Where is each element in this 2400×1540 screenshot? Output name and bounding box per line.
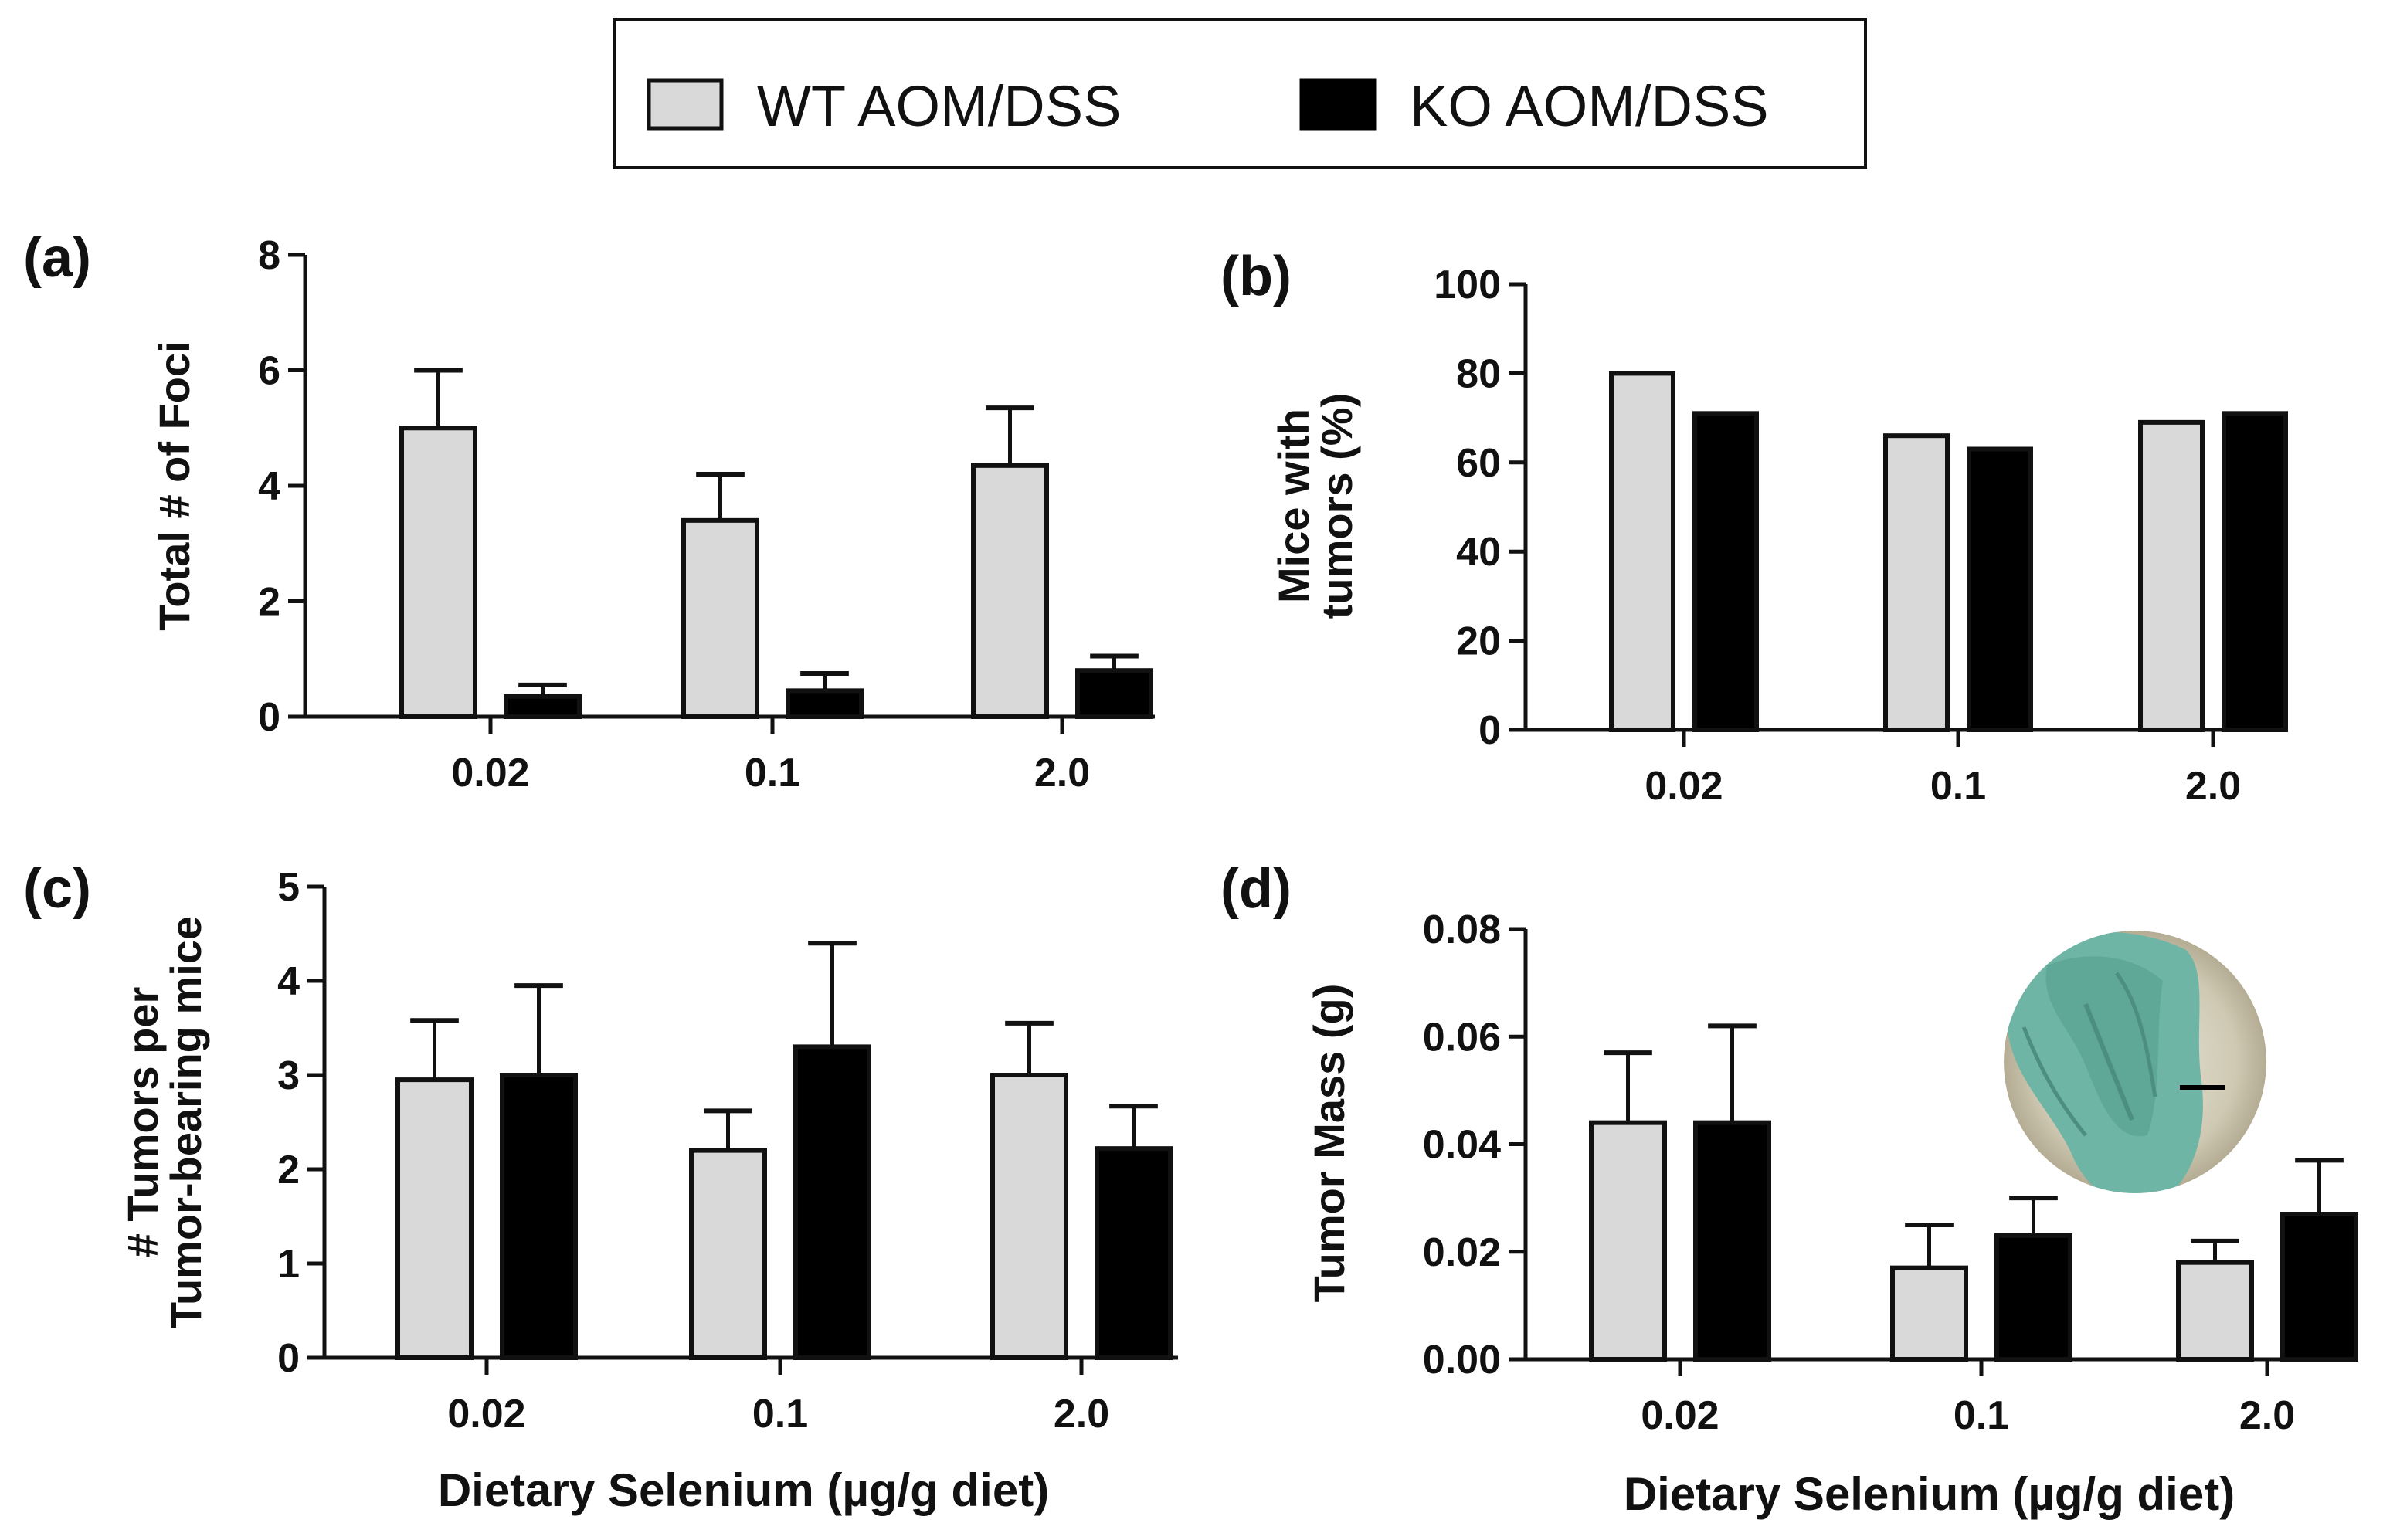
panel-b: (b) 0 20 40 60 80 100 0.02 0.1 2.0 Mice withtumors… — [1220, 246, 2288, 809]
panel-c: (c) 0 1 2 3 4 5 0.02 0.1 2.0 # Tumors perTumor-bea… — [23, 858, 1178, 1516]
bar-wt — [681, 517, 759, 719]
bar-ko — [500, 1073, 578, 1360]
legend-label-wt: WT AOM/DSS — [757, 74, 1121, 138]
y-tick-label: 4 — [258, 464, 280, 509]
y-tick-label: 0.06 — [1423, 1015, 1501, 1060]
legend-frame — [613, 18, 1867, 169]
x-tick-label: 0.1 — [745, 751, 800, 795]
legend-swatch-ko — [1299, 78, 1377, 131]
bar-wt — [1589, 1120, 1667, 1362]
y-tick-label: 0 — [1478, 708, 1501, 753]
x-tick-label: 0.02 — [451, 751, 529, 795]
y-axis-label: Mice withtumors (%) — [1269, 393, 1361, 619]
y-tick-label: 80 — [1456, 351, 1501, 396]
y-tick-label: 0.04 — [1423, 1123, 1501, 1168]
x-tick-label: 0.1 — [1930, 764, 1986, 809]
x-axis-label: Dietary Selenium (µg/g diet) — [1624, 1468, 2235, 1520]
bar-wt — [990, 1073, 1068, 1360]
x-tick-label: 0.1 — [752, 1392, 808, 1437]
x-tick-label: 2.0 — [1034, 751, 1090, 795]
bar-ko — [2222, 411, 2288, 733]
bar-wt — [971, 463, 1049, 720]
bar-wt — [1609, 371, 1675, 732]
bar-ko — [786, 688, 864, 719]
bar-wt — [689, 1148, 767, 1360]
bar-ko — [504, 694, 582, 720]
x-tick-label: 0.02 — [1645, 764, 1723, 809]
bar-wt — [399, 426, 477, 719]
y-axis-label: Tumor Mass (g) — [1305, 984, 1353, 1303]
bar-wt — [2176, 1260, 2254, 1362]
panel-d: (d) 0.00 0.02 0.04 0.06 0.08 0.02 0.1 2.0 Tumor M… — [1220, 858, 2358, 1520]
y-axis-label: # Tumors perTumor-bearing mice — [118, 916, 210, 1328]
y-axis-label-line: Mice with — [1269, 409, 1318, 603]
panel-label: (d) — [1220, 858, 1292, 920]
y-tick-label: 5 — [277, 865, 300, 910]
x-tick-label: 0.02 — [447, 1392, 525, 1437]
y-tick-label: 40 — [1456, 530, 1501, 575]
y-tick-label: 100 — [1434, 263, 1501, 307]
y-tick-label: 0.08 — [1423, 907, 1501, 952]
x-tick-label: 2.0 — [1054, 1392, 1109, 1437]
panel-label: (b) — [1220, 246, 1292, 307]
x-tick-label: 2.0 — [2239, 1393, 2295, 1438]
y-axis-label-line: # Tumors per — [118, 987, 167, 1258]
bar-wt — [395, 1077, 474, 1360]
y-tick-label: 1 — [277, 1242, 300, 1287]
bar-ko — [1075, 668, 1153, 720]
y-axis-label-line: tumors (%) — [1312, 393, 1361, 619]
y-tick-label: 2 — [277, 1148, 300, 1192]
bar-ko — [1967, 446, 2033, 732]
bar-wt — [1883, 433, 1950, 732]
y-tick-label: 0.02 — [1423, 1230, 1501, 1275]
y-tick-label: 0 — [258, 695, 280, 740]
bar-ko — [793, 1044, 871, 1361]
bar-ko — [2280, 1212, 2358, 1362]
y-tick-label: 8 — [258, 233, 280, 278]
y-tick-label: 6 — [258, 349, 280, 394]
bar-wt — [2138, 419, 2205, 732]
panel-label: (c) — [23, 858, 91, 920]
x-tick-label: 2.0 — [2185, 764, 2241, 809]
bar-ko — [1994, 1233, 2072, 1362]
y-tick-label: 0.00 — [1423, 1338, 1501, 1382]
y-tick-label: 60 — [1456, 441, 1501, 486]
y-tick-label: 20 — [1456, 619, 1501, 664]
y-axis-label-line: Tumor Mass (g) — [1305, 984, 1353, 1303]
bar-wt — [1890, 1265, 1968, 1362]
y-tick-label: 4 — [277, 959, 300, 1004]
y-axis-label-line: Tumor-bearing mice — [161, 916, 210, 1328]
panel-a: (a) 0 2 4 6 8 0.02 0.1 2.0 Total # of Foci — [23, 227, 1155, 795]
y-tick-label: 2 — [258, 580, 280, 625]
y-tick-label: 3 — [277, 1053, 300, 1098]
bar-ko — [1095, 1146, 1173, 1361]
y-tick-label: 0 — [277, 1336, 300, 1381]
legend-swatch-wt — [647, 78, 724, 131]
x-tick-label: 0.02 — [1641, 1393, 1719, 1438]
legend-label-ko: KO AOM/DSS — [1410, 74, 1769, 138]
bar-ko — [1692, 411, 1759, 733]
x-axis-label: Dietary Selenium (µg/g diet) — [438, 1464, 1049, 1516]
y-axis-label-line: Total # of Foci — [150, 341, 199, 630]
bar-ko — [1693, 1120, 1771, 1362]
panel-label: (a) — [23, 227, 91, 289]
x-tick-label: 0.1 — [1954, 1393, 2009, 1438]
colon-photo-inset — [2004, 931, 2266, 1193]
legend: WT AOM/DSS KO AOM/DSS — [613, 18, 1867, 169]
y-axis-label: Total # of Foci — [150, 341, 199, 630]
